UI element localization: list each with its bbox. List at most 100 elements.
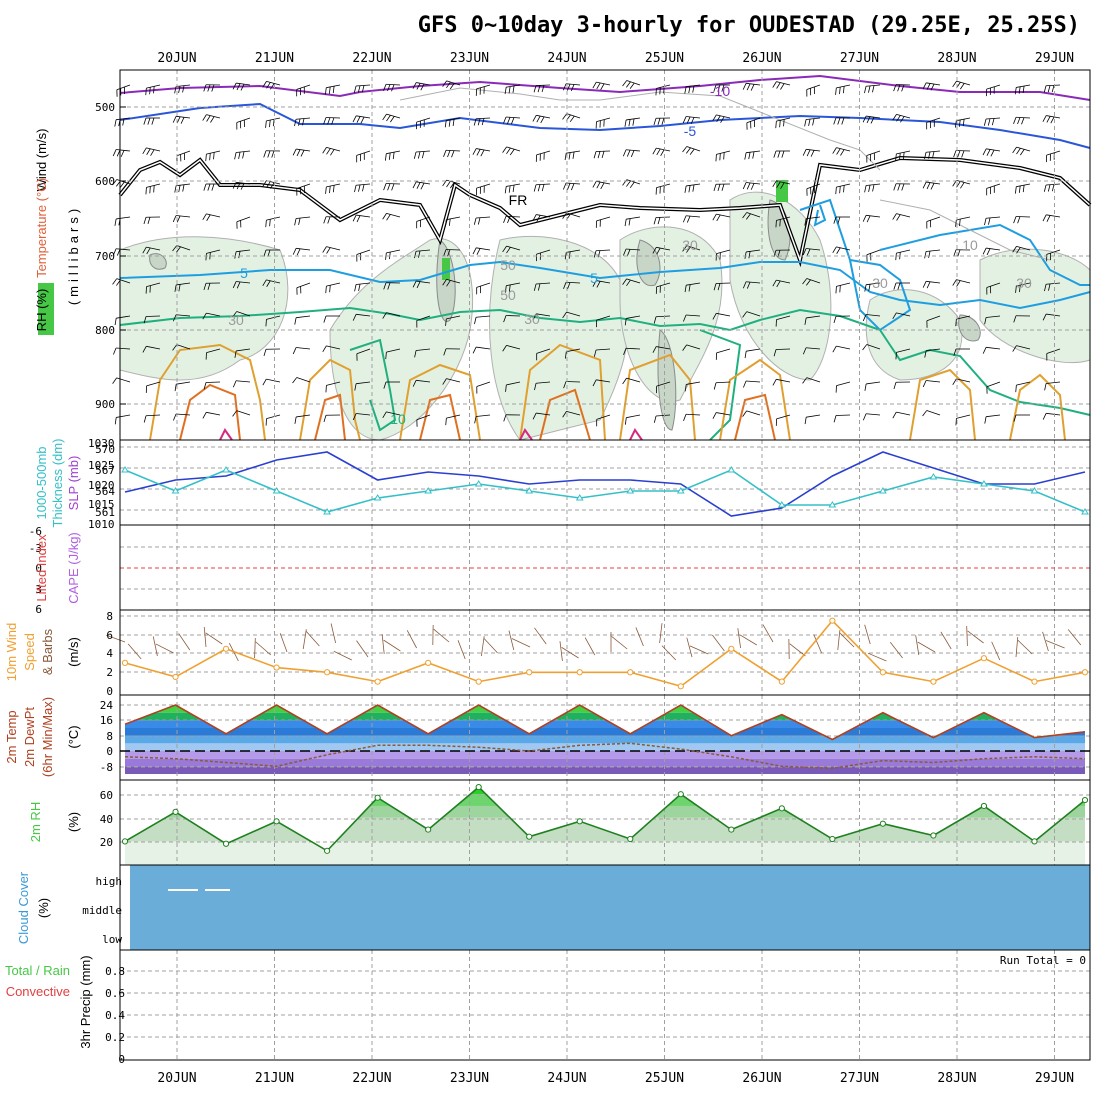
- wind-barb-flag: [176, 215, 181, 223]
- wind-barb-flag: [958, 119, 961, 127]
- wind-barb-flag: [712, 213, 717, 221]
- contour-0: [799, 198, 912, 332]
- wind-barb: [656, 282, 671, 288]
- wind-barb: [236, 348, 251, 352]
- wind-barb-flag: [271, 150, 275, 158]
- precip-tick: 0.4: [105, 1009, 125, 1022]
- wind-barb-flag: [872, 184, 875, 192]
- wind-barb: [386, 411, 401, 416]
- wind-barb-flag: [623, 248, 627, 256]
- wind-barb-flag: [843, 86, 845, 94]
- wind-barb-flag: [622, 149, 627, 157]
- wind-barb-flag: [991, 118, 995, 126]
- wind-barb-flag: [234, 350, 237, 358]
- wind-barb-flag: [503, 414, 507, 422]
- wind-barb-flag: [653, 415, 657, 423]
- wind-barb: [986, 84, 1001, 90]
- wind-barb-flag: [984, 218, 987, 226]
- wind-barb-flag: [112, 179, 118, 186]
- date-labels-bottom: 20JUN 21JUN 22JUN 23JUN 24JUN 25JUN 26JUN 27JUN…: [157, 1071, 1074, 1086]
- temp-grid: [120, 695, 1090, 780]
- warm-contour: [314, 393, 346, 441]
- wind-barb-flag: [688, 284, 691, 292]
- wind-barb: [266, 117, 281, 122]
- wind-barb: [956, 216, 971, 221]
- wind-barb: [625, 347, 641, 350]
- wind-barb-flag: [329, 285, 331, 293]
- wind-barb-flag: [746, 83, 751, 91]
- wind-barb-flag: [263, 249, 267, 257]
- wind-barb: [476, 282, 491, 288]
- wind-barb: [626, 377, 641, 383]
- wind-barb-flag: [509, 149, 515, 156]
- wind-barb-flag: [442, 279, 447, 286]
- wind-barb-flag: [837, 117, 841, 125]
- temp-band: [125, 766, 1085, 774]
- wind-barb-flag: [412, 181, 417, 189]
- wind-barb: [236, 380, 251, 383]
- wind-barb-flag: [592, 181, 597, 188]
- temp-band: [125, 751, 1085, 759]
- wind-barb-flag: [172, 215, 177, 223]
- wind-barb-flag: [683, 314, 687, 322]
- wind10-point: [222, 645, 230, 652]
- wind-barb-flag: [294, 119, 297, 127]
- wind-barb: [116, 216, 131, 220]
- wind-barb: [206, 249, 221, 254]
- wind-barb: [776, 216, 791, 221]
- wind-barb: [296, 414, 311, 418]
- wind-barb-flag: [503, 315, 507, 323]
- wind-barb: [536, 282, 551, 285]
- wind-barb-flag: [507, 216, 511, 224]
- wind-barb: [806, 183, 821, 190]
- wind-barb-flag: [448, 218, 451, 226]
- wind-barb-flag: [473, 217, 477, 225]
- wind-barb-flag: [922, 410, 928, 417]
- wind-barb-flag: [835, 187, 837, 195]
- wind-barb-flag: [684, 285, 687, 293]
- wind-barb-flag: [622, 377, 627, 385]
- wind-barb-flag: [114, 417, 117, 425]
- wind-barb: [926, 150, 941, 153]
- wind-barb-flag: [180, 117, 185, 124]
- wind-barb: [926, 117, 941, 123]
- precip-tick: 0: [118, 1053, 125, 1066]
- wind-barb-flag: [688, 185, 691, 193]
- wind-barb-flag: [172, 314, 177, 322]
- wind-barb: [146, 282, 161, 288]
- rh2m-point: [576, 818, 583, 825]
- wind-barb: [986, 148, 1001, 152]
- wind-barbs-upper: [112, 80, 1061, 427]
- wind-barb-flag: [332, 86, 335, 94]
- wind10-title: 10m Wind: [4, 623, 19, 682]
- wind-barb: [356, 282, 371, 285]
- run-total: Run Total = 0: [1000, 954, 1086, 967]
- wind-barb-flag: [391, 84, 395, 92]
- temp-tick: 24: [100, 699, 114, 712]
- wind-barb: [1016, 245, 1031, 251]
- wind-barb: [896, 312, 911, 317]
- wind10-point: [879, 669, 886, 676]
- wind-barb-flag: [416, 182, 421, 189]
- wind-barb: [116, 149, 131, 152]
- contour-label: 50: [500, 257, 516, 273]
- wind-barb-flag: [358, 283, 361, 291]
- wind-barb-flag: [952, 80, 957, 88]
- wind-barb: [1046, 183, 1061, 186]
- temp2m-line: [124, 704, 1086, 741]
- wind10-barb: [867, 652, 887, 662]
- temp-unit-label: (°C): [66, 725, 81, 748]
- wind-barb: [986, 183, 1001, 189]
- wind-barb: [176, 413, 191, 416]
- temp-band: [125, 720, 1085, 728]
- wind-barb-flag: [1042, 214, 1047, 222]
- date-label-bottom: 28JUN: [937, 1071, 976, 1086]
- thickness-point: [171, 487, 180, 494]
- wind-barb-flag: [232, 311, 238, 318]
- wind-barb-flag: [802, 149, 807, 156]
- wind-barb-flag: [354, 284, 357, 292]
- date-label-bottom: 21JUN: [255, 1071, 294, 1086]
- wind10-barb: [739, 634, 758, 646]
- wind-barb-flag: [382, 312, 387, 319]
- wind10-point: [677, 683, 684, 690]
